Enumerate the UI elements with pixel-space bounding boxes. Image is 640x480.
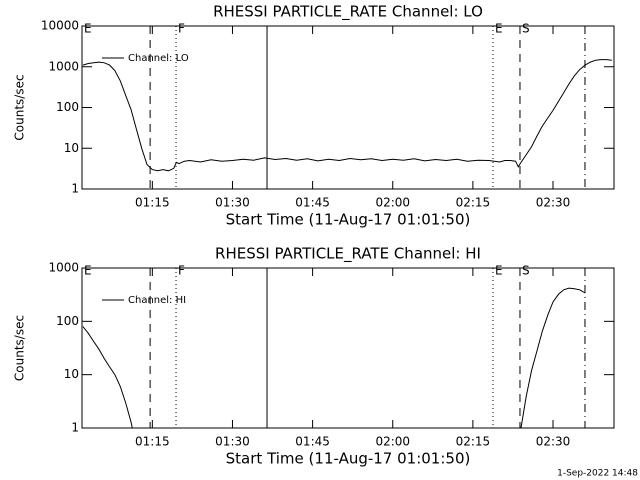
chart-title: RHESSI PARTICLE_RATE Channel: LO (213, 3, 483, 22)
data-line (82, 59, 612, 172)
data-line (82, 326, 133, 429)
x-tick-label: 01:30 (215, 435, 250, 449)
x-axis-label: Start Time (11-Aug-17 01:01:50) (226, 211, 471, 229)
event-label: F (178, 22, 185, 36)
y-tick-label: 1000 (48, 261, 79, 275)
event-label: E (84, 22, 92, 36)
x-tick-label: 02:30 (536, 435, 571, 449)
event-label: E (84, 264, 92, 278)
x-tick-label: 02:15 (456, 435, 491, 449)
x-tick-label: 02:30 (536, 196, 571, 210)
footer: 1-Sep-2022 14:48 (557, 469, 638, 479)
y-tick-label: 100 (56, 100, 79, 114)
y-tick-label: 10 (64, 141, 79, 155)
x-axis-label: Start Time (11-Aug-17 01:01:50) (226, 450, 471, 468)
y-tick-label: 1 (71, 182, 79, 196)
chart-title: RHESSI PARTICLE_RATE Channel: HI (215, 245, 481, 264)
x-tick-label: 01:45 (295, 196, 330, 210)
data-line (520, 287, 586, 429)
y-tick-label: 10 (64, 367, 79, 381)
x-tick-label: 01:15 (135, 435, 170, 449)
plot-frame (81, 267, 615, 429)
y-tick-label: 10000 (41, 19, 79, 33)
event-label: S (522, 264, 530, 278)
x-tick-label: 02:00 (375, 435, 410, 449)
y-tick-label: 1 (71, 421, 79, 435)
event-label: S (522, 22, 530, 36)
legend-label: Channel: HI (128, 295, 186, 306)
event-label: E (495, 22, 503, 36)
x-tick-label: 02:15 (456, 196, 491, 210)
legend-label: Channel: LO (128, 53, 189, 64)
y-axis-label: Counts/sec (13, 74, 27, 140)
event-label: E (495, 264, 503, 278)
x-tick-label: 01:45 (295, 435, 330, 449)
y-tick-label: 100 (56, 314, 79, 328)
x-tick-label: 01:30 (215, 196, 250, 210)
y-tick-label: 1000 (48, 59, 79, 73)
x-tick-label: 02:00 (375, 196, 410, 210)
y-axis-label: Counts/sec (13, 315, 27, 381)
x-tick-label: 01:15 (135, 196, 170, 210)
event-label: F (178, 264, 185, 278)
